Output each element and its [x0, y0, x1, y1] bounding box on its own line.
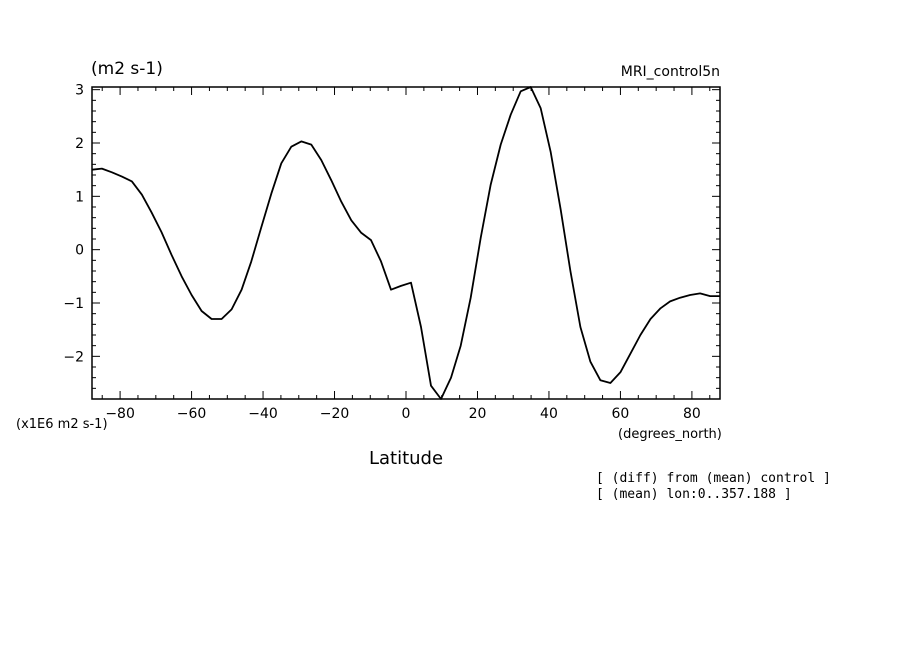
x-units-label: (degrees_north) [618, 427, 722, 442]
x-tick-label: 20 [469, 406, 487, 422]
tick-marks [92, 87, 720, 400]
x-tick-label: 40 [540, 406, 558, 422]
y-tick-label: 0 [75, 243, 84, 259]
units-label: (m2 s-1) [91, 59, 163, 79]
plot-frame [91, 86, 721, 400]
y-tick-label: 1 [75, 189, 84, 205]
y-tick-label: −1 [63, 296, 84, 312]
x-tick-label: 0 [402, 406, 411, 422]
run-label: MRI_control5n [621, 64, 720, 80]
mean-note: [ (mean) lon:0..357.188 ] [596, 487, 792, 502]
x-axis-title: Latitude [369, 448, 443, 469]
series-layer [91, 86, 720, 400]
x-tick-label: 60 [612, 406, 630, 422]
tick-labels: −80 −60 −40 −20 0 20 40 60 80 −2 −1 0 1 2 3 [63, 83, 700, 422]
y-tick-label: −2 [63, 349, 84, 365]
x-tick-label: −20 [320, 406, 350, 422]
x-tick-label: 80 [683, 406, 701, 422]
x-tick-label: −80 [105, 406, 135, 422]
series-line [91, 86, 720, 400]
x-tick-label: −60 [177, 406, 207, 422]
y-tick-label: 2 [75, 136, 84, 152]
y-scale-label: (x1E6 m2 s-1) [16, 417, 108, 432]
x-tick-label: −40 [248, 406, 278, 422]
y-tick-label: 3 [75, 83, 84, 99]
diff-note: [ (diff) from (mean) control ] [596, 471, 831, 486]
